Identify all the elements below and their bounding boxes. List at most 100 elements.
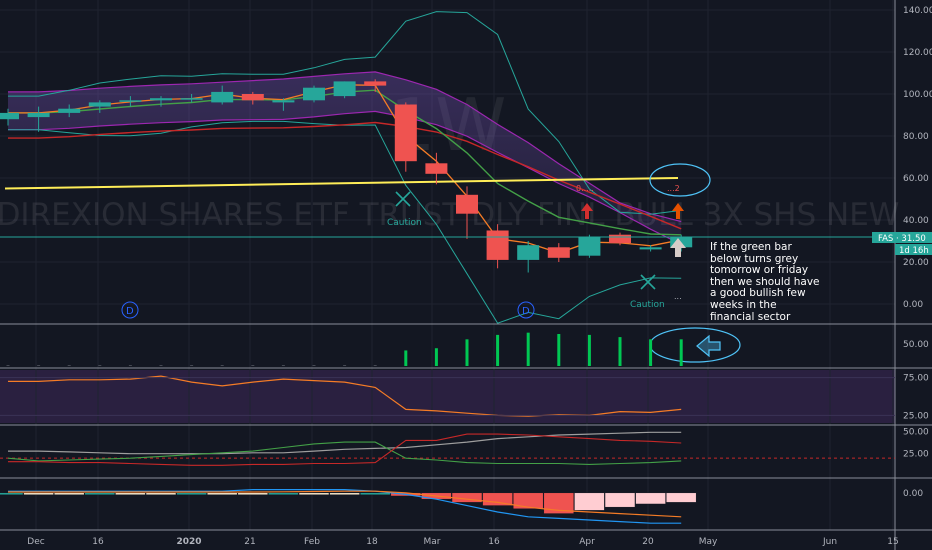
candle xyxy=(88,100,111,113)
volume-bar xyxy=(312,365,316,366)
candle xyxy=(517,241,540,273)
candle-body xyxy=(486,230,509,260)
candle xyxy=(639,245,662,252)
candle xyxy=(609,232,631,246)
orange-arrow-up-icon xyxy=(672,203,684,219)
candle-body xyxy=(333,81,356,97)
macd-line xyxy=(8,489,682,524)
macd-signal-line xyxy=(8,490,682,518)
macd-histogram-bar xyxy=(482,492,513,506)
candle xyxy=(456,186,478,239)
candle-body xyxy=(517,245,540,260)
candle xyxy=(211,85,234,105)
volume-tick-label: 50.00 xyxy=(903,340,929,350)
candle-body xyxy=(609,234,631,244)
candle xyxy=(333,81,356,99)
price-axis: 140.00 120.00 100.00 80.00 60.00 40.00 20.00 0.… xyxy=(903,6,932,310)
dividend-label: D xyxy=(126,306,134,317)
macd-tick-label: 0.00 xyxy=(903,489,923,499)
volume-bar xyxy=(343,365,347,366)
macd-histogram-bar xyxy=(604,492,636,508)
candle xyxy=(119,96,142,107)
lower-cloud-line xyxy=(8,110,682,245)
dividend-marker-1[interactable]: D xyxy=(121,301,139,319)
time-tick-label: Feb xyxy=(304,537,320,547)
volume-bar xyxy=(587,334,591,366)
countdown-tag-bg xyxy=(895,244,932,255)
ticker-watermark: DIREXION SHARES ETF TRUST DLY FINL BULL … xyxy=(0,197,899,233)
candle-body xyxy=(180,98,203,100)
vertical-grid xyxy=(35,0,894,530)
candle xyxy=(58,104,81,118)
caution-label: Caution xyxy=(630,300,665,310)
macd-histogram-bar xyxy=(53,492,85,496)
candle xyxy=(394,102,417,172)
candle-body xyxy=(578,236,601,256)
yellow-ma-line xyxy=(4,177,679,190)
candle-body xyxy=(241,94,264,101)
macd-histogram-bar xyxy=(298,492,330,496)
time-tick-label: May xyxy=(699,537,718,547)
annotation-note: If the green bar below turns grey tomorr… xyxy=(710,241,820,323)
time-tick-label: 20 xyxy=(642,537,654,547)
dividend-marker-2[interactable]: D xyxy=(517,301,535,319)
price-tick-label: 40.00 xyxy=(903,216,929,226)
signal-text-1: 0..... xyxy=(576,184,594,193)
dmi-plus-line xyxy=(7,441,682,465)
adx-line xyxy=(8,431,682,455)
dmi-tick-label: 50.00 xyxy=(903,427,929,437)
volume-bar xyxy=(67,365,71,366)
time-tick-label: Jun xyxy=(822,537,837,547)
red-arrow-up-icon xyxy=(581,203,593,219)
volume-bar xyxy=(526,332,530,366)
candle xyxy=(578,234,601,258)
candle-body xyxy=(303,87,325,101)
upper-bollinger-line xyxy=(8,11,682,215)
candle xyxy=(425,152,448,185)
price-tick-label: 100.00 xyxy=(903,90,932,100)
macd-histogram-bar xyxy=(574,492,605,511)
macd-histogram-bar xyxy=(115,492,146,496)
volume-bar xyxy=(98,365,102,366)
price-tag-bg xyxy=(872,232,932,243)
macd-histogram-bar xyxy=(635,492,666,505)
volume-panel: 50.00 xyxy=(6,332,929,366)
volume-bar xyxy=(159,365,163,366)
time-tick-label: Apr xyxy=(579,537,595,547)
macd-histogram-bar xyxy=(23,492,54,496)
candle-body xyxy=(150,98,172,101)
macd-histogram-bar xyxy=(665,492,697,503)
macd-histogram-bar xyxy=(176,492,207,496)
price-tag: FAS · 31.50 xyxy=(878,234,926,244)
candle-body xyxy=(211,91,234,103)
candle-body xyxy=(456,194,478,214)
caution-label: Caution xyxy=(387,218,422,228)
time-tick-label: 21 xyxy=(244,537,255,547)
volume-bar xyxy=(496,334,500,366)
volume-bar xyxy=(649,339,653,366)
upper-cloud-line xyxy=(8,71,682,223)
candle xyxy=(364,79,387,92)
time-tick-label: 16 xyxy=(488,537,500,547)
rsi-tick-label: 75.00 xyxy=(903,374,929,384)
volume-bar xyxy=(373,365,377,366)
price-tick-label: 140.00 xyxy=(903,6,932,16)
caution-marker-1: Caution xyxy=(387,191,422,228)
candle xyxy=(272,98,295,111)
rsi-panel-background xyxy=(0,370,895,423)
volume-bar xyxy=(190,365,194,366)
candle-body xyxy=(27,112,50,118)
candle xyxy=(486,224,509,269)
dmi-minus-line xyxy=(8,433,682,466)
macd-histogram-bar xyxy=(543,492,575,514)
candle xyxy=(547,243,570,262)
time-tick-label: Dec xyxy=(27,537,44,547)
volume-bar xyxy=(618,337,622,366)
countdown-tag: 1d 16h xyxy=(899,246,929,256)
macd-histogram-bar xyxy=(512,492,544,510)
highlight-circle-price xyxy=(649,163,711,197)
macd-histogram-bar xyxy=(84,492,116,496)
candle xyxy=(303,85,325,103)
candle xyxy=(180,94,203,103)
